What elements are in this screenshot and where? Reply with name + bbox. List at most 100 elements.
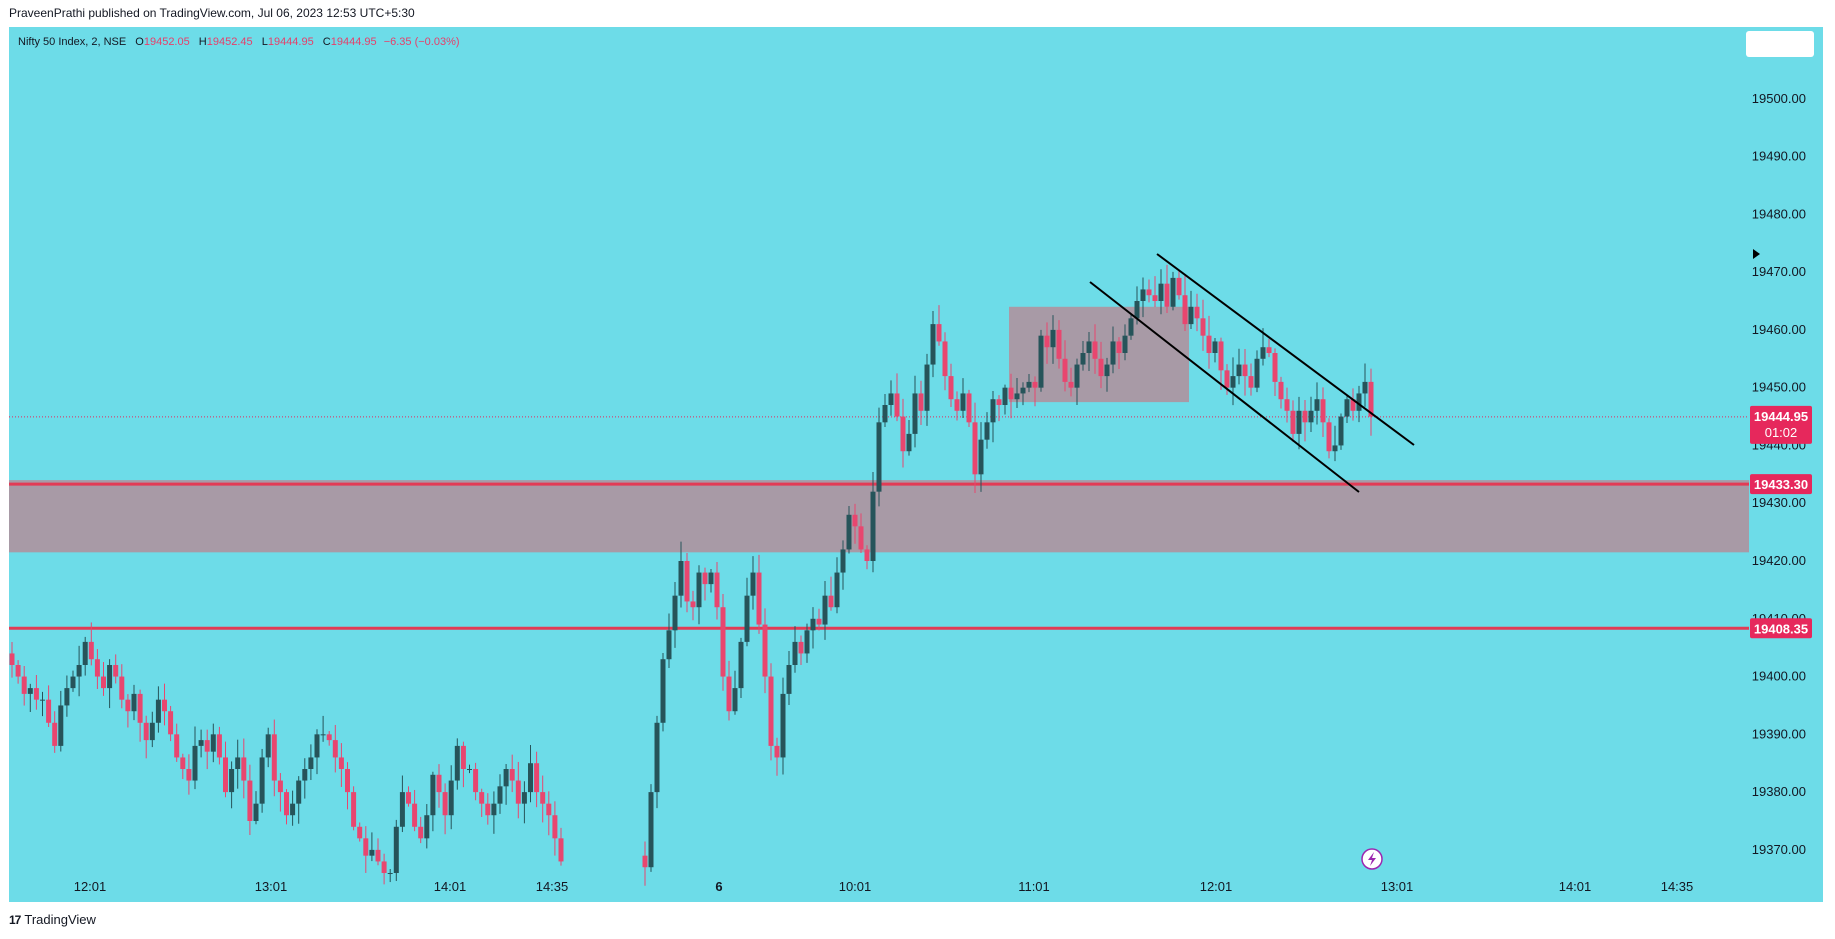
- x-tick-label: 11:01: [1018, 879, 1050, 894]
- candle-body: [1020, 387, 1026, 394]
- candle-body: [666, 630, 672, 660]
- candle-body: [442, 792, 448, 816]
- symbol-label: Nifty 50 Index, 2, NSE: [18, 36, 127, 48]
- candle-body: [332, 740, 338, 758]
- candle-body: [198, 740, 204, 746]
- candle-body: [314, 734, 320, 758]
- candle-body: [1092, 341, 1098, 359]
- candle-body: [1002, 387, 1008, 405]
- candle-body: [1344, 399, 1350, 417]
- candle-body: [131, 693, 137, 712]
- candle-body: [1170, 277, 1176, 307]
- candle-body: [107, 665, 113, 689]
- candle-body: [756, 572, 762, 625]
- ohlc-legend: Nifty 50 Index, 2, NSE O19452.05 H19452.…: [18, 36, 460, 48]
- candle-body: [930, 324, 936, 365]
- high-value: 19452.45: [206, 36, 253, 48]
- candle-body: [1272, 353, 1278, 382]
- y-tick-label: 19420.00: [1752, 553, 1806, 568]
- candle-body: [792, 641, 798, 665]
- candle-body: [137, 693, 143, 723]
- candle-body: [1026, 381, 1032, 388]
- candle-body: [1188, 306, 1194, 325]
- candle-body: [509, 769, 515, 781]
- candle-body: [1038, 335, 1044, 388]
- open-label: O: [135, 36, 144, 48]
- candle-body: [424, 815, 430, 839]
- candle-body: [357, 826, 363, 839]
- toolbar-placeholder[interactable]: [1746, 31, 1814, 57]
- candle-body: [972, 422, 978, 475]
- candle-body: [810, 618, 816, 631]
- candle-body: [948, 376, 954, 400]
- candle-body: [64, 688, 70, 706]
- candle-body: [284, 792, 289, 816]
- candle-body: [412, 803, 418, 827]
- candle-body: [418, 826, 424, 839]
- candle-body: [345, 769, 350, 793]
- candle-body: [1338, 416, 1344, 446]
- candle-body: [978, 439, 984, 475]
- candle-body: [558, 838, 564, 862]
- candle-body: [149, 722, 155, 741]
- candle-body: [351, 792, 357, 827]
- bolt-glyph-icon: [1368, 852, 1376, 866]
- candle-body: [1308, 410, 1314, 423]
- change-value: −6.35 (−0.03%): [383, 36, 460, 48]
- candle-body: [82, 641, 88, 665]
- candle-body: [1248, 376, 1254, 388]
- tradingview-logo-icon: 17: [9, 912, 21, 927]
- candle-body: [1200, 318, 1206, 336]
- candle-body: [1350, 399, 1356, 411]
- y-tick-label: 19490.00: [1752, 149, 1806, 164]
- candle-body: [229, 769, 235, 793]
- candle-body: [101, 676, 106, 689]
- candle-body: [1068, 381, 1074, 388]
- candle-body: [816, 618, 822, 625]
- candle-body: [534, 763, 540, 793]
- candle-body: [894, 393, 900, 417]
- candle-body: [479, 792, 485, 804]
- candle-body: [714, 572, 720, 608]
- close-value: 19444.95: [330, 36, 377, 48]
- candle-body: [448, 780, 454, 816]
- candle-body: [277, 780, 283, 793]
- low-value: 19444.95: [267, 36, 314, 48]
- candle-body: [1260, 347, 1266, 359]
- candle-body: [94, 659, 100, 677]
- candle-body: [912, 393, 918, 434]
- candle-body: [271, 734, 277, 781]
- y-tick-label: 19460.00: [1752, 322, 1806, 337]
- high-label: H: [198, 36, 207, 48]
- candle-body: [467, 769, 472, 770]
- price-marker-icon: [1753, 249, 1760, 259]
- candle-body: [882, 405, 888, 423]
- candle-body: [768, 676, 774, 746]
- candlestick-chart[interactable]: 19370.0019380.0019390.0019400.0019410.00…: [9, 27, 1823, 902]
- x-tick-label: 14:01: [434, 879, 467, 894]
- candle-body: [216, 734, 222, 758]
- candle-body: [363, 838, 369, 856]
- published-info: PraveenPrathi published on TradingView.c…: [9, 6, 415, 20]
- resistance-label: 19433.30: [1754, 477, 1808, 492]
- candle-body: [119, 676, 125, 700]
- y-tick-label: 19500.00: [1752, 91, 1806, 106]
- candle-body: [497, 786, 503, 804]
- candle-body: [369, 849, 375, 856]
- candle-body: [774, 745, 780, 758]
- candle-body: [1362, 381, 1368, 394]
- candle-body: [1014, 393, 1020, 400]
- candle-body: [1302, 410, 1308, 423]
- candle-body: [678, 561, 684, 596]
- y-tick-label: 19480.00: [1752, 206, 1806, 221]
- candle-body: [235, 757, 241, 769]
- candle-body: [1254, 358, 1260, 388]
- footer[interactable]: 17 TradingView: [9, 912, 96, 927]
- candle-body: [1008, 387, 1014, 400]
- candle-body: [1230, 376, 1236, 388]
- chart-area[interactable]: 19370.00 19380.00 19390.00 19400.00 19410.00…: [9, 27, 1823, 902]
- y-tick-label: 19390.00: [1752, 726, 1806, 741]
- candle-body: [924, 364, 930, 411]
- x-tick-label: 13:01: [1381, 879, 1414, 894]
- candle-body: [46, 699, 52, 723]
